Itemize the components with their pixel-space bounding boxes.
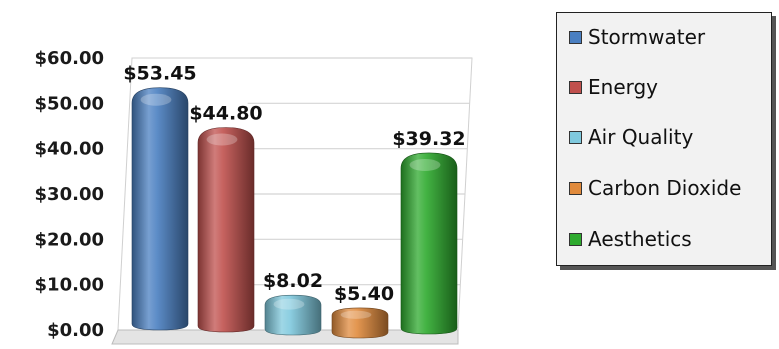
y-tick-label: $60.00 (35, 48, 104, 69)
y-tick-label: $50.00 (35, 93, 104, 114)
bars (131, 87, 458, 339)
bar-highlight (409, 158, 441, 171)
legend-item-energy: Energy (569, 72, 658, 102)
bar-highlight (273, 298, 305, 310)
legend-item-carbon-dioxide: Carbon Dioxide (569, 173, 741, 203)
data-label-carbon-dioxide: $5.40 (334, 283, 394, 305)
bar-carbon-dioxide (331, 307, 389, 339)
bar-energy (197, 127, 255, 333)
legend-item-aesthetics: Aesthetics (569, 224, 692, 254)
data-label-air-quality: $8.02 (263, 270, 323, 292)
bar-stormwater (131, 87, 189, 331)
data-label-aesthetics: $39.32 (392, 128, 465, 150)
y-tick-label: $20.00 (35, 229, 104, 250)
y-tick-label: $0.00 (47, 320, 104, 341)
legend-swatch-air-quality (569, 130, 582, 144)
data-label-stormwater: $53.45 (123, 63, 196, 85)
data-label-energy: $44.80 (189, 103, 262, 125)
data-labels: $53.45 $44.80 $8.02 $5.40 $39.32 (123, 63, 465, 305)
legend-swatch-aesthetics (569, 232, 582, 246)
bar-highlight (340, 310, 372, 319)
legend: Stormwater Energy Air Quality Carbon Dio… (556, 12, 772, 266)
legend-item-stormwater: Stormwater (569, 22, 705, 52)
legend-swatch-energy (569, 80, 582, 94)
bar-highlight (206, 133, 238, 146)
legend-item-air-quality: Air Quality (569, 122, 693, 152)
legend-label-aesthetics: Aesthetics (588, 227, 692, 251)
legend-swatch-carbon-dioxide (569, 181, 582, 195)
legend-label-stormwater: Stormwater (588, 25, 706, 49)
y-tick-label: $10.00 (35, 275, 104, 296)
y-tick-label: $30.00 (35, 184, 104, 205)
y-axis-ticks: $0.00 $10.00 $20.00 $30.00 $40.00 $50.00 $60.0… (35, 48, 104, 341)
bar-aesthetics (400, 152, 458, 335)
bar-chart: $0.00 $10.00 $20.00 $30.00 $40.00 $50.00 $60.0… (35, 48, 473, 345)
bar-air-quality (264, 294, 322, 336)
bar-highlight (140, 93, 172, 106)
legend-label-carbon-dioxide: Carbon Dioxide (588, 176, 742, 200)
y-tick-label: $40.00 (35, 139, 104, 160)
legend-label-energy: Energy (588, 75, 659, 99)
legend-label-air-quality: Air Quality (588, 125, 694, 149)
legend-swatch-stormwater (569, 30, 582, 44)
